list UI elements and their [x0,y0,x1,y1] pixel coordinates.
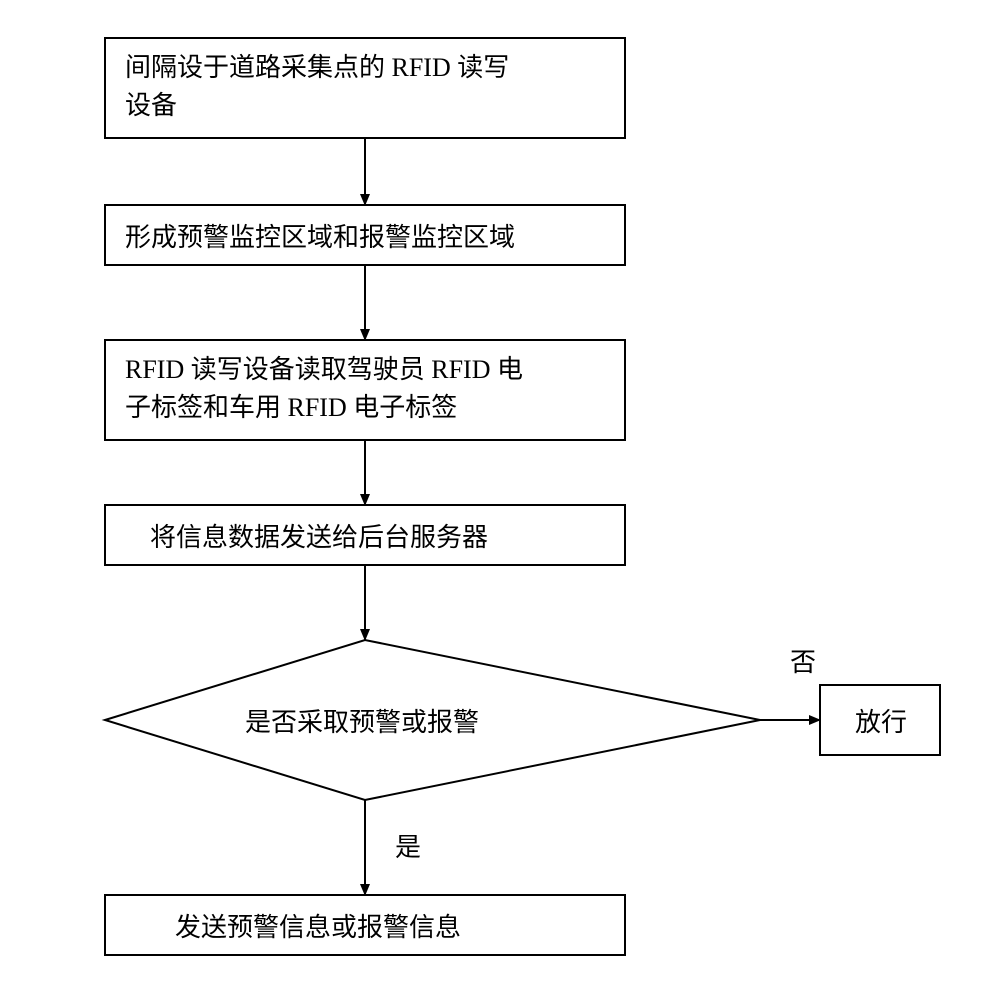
flowchart-canvas: 间隔设于道路采集点的 RFID 读写设备形成预警监控区域和报警监控区域 RFID … [0,0,1000,1000]
flow-node-text-n7-0: 发送预警信息或报警信息 [175,913,461,942]
flow-node-text-n3-1: 子标签和车用 RFID 电子标签 [125,393,457,422]
flow-node-text-n5-0: 是否采取预警或报警 [245,708,479,737]
flow-edge-label-n5-n7: 是 [395,833,421,862]
flow-node-text-n1-0: 间隔设于道路采集点的 RFID 读写 [125,53,509,82]
flow-node-text-n4-0: 将信息数据发送给后台服务器 [150,523,488,552]
flow-edge-label-n5-n6: 否 [790,648,816,677]
flow-node-text-n3-0: RFID 读写设备读取驾驶员 RFID 电 [125,355,523,384]
flow-node-text-n1-1: 设备 [125,91,177,120]
flow-node-text-n6-0: 放行 [855,708,907,737]
flow-node-text-n2-0: 形成预警监控区域和报警监控区域 [125,223,515,252]
